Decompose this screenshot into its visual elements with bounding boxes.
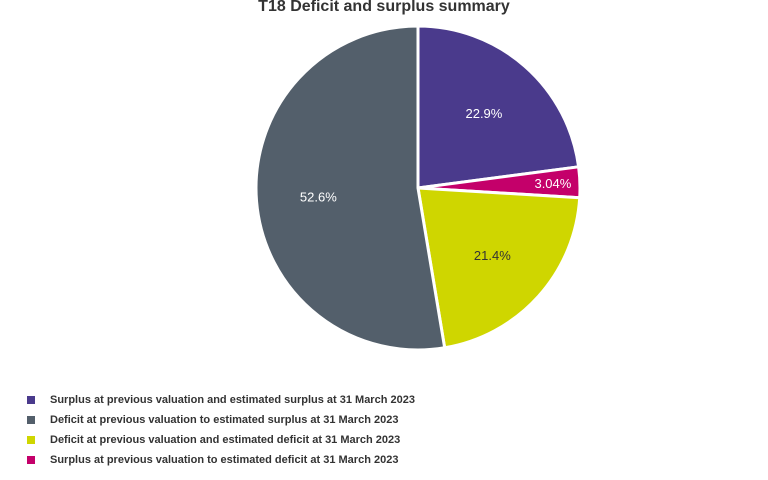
legend-item-3[interactable]: Surplus at previous valuation to estimat… xyxy=(27,450,415,470)
pie-slice-label-2: 21.4% xyxy=(474,248,511,263)
legend-swatch-3 xyxy=(27,456,35,464)
pie-slice-0 xyxy=(416,24,581,190)
pie-chart: 22.9% 3.04% 21.4% 52.6% xyxy=(254,24,582,352)
legend-item-2[interactable]: Deficit at previous valuation and estima… xyxy=(27,430,415,450)
legend-label-1: Deficit at previous valuation to estimat… xyxy=(50,414,399,426)
chart-title: T18 Deficit and surplus summary xyxy=(258,0,510,15)
pie-slice-3 xyxy=(254,24,447,352)
legend-label-3: Surplus at previous valuation to estimat… xyxy=(50,454,399,466)
legend-label-0: Surplus at previous valuation and estima… xyxy=(50,394,415,406)
pie-slices xyxy=(254,24,582,352)
legend-item-1[interactable]: Deficit at previous valuation to estimat… xyxy=(27,410,415,430)
pie-labels: 22.9% 3.04% 21.4% 52.6% xyxy=(300,106,572,263)
legend-swatch-2 xyxy=(27,436,35,444)
legend-label-2: Deficit at previous valuation and estima… xyxy=(50,434,401,446)
legend: Surplus at previous valuation and estima… xyxy=(27,390,415,470)
pie-slice-label-1: 3.04% xyxy=(534,176,571,191)
pie-slice-label-0: 22.9% xyxy=(465,106,502,121)
pie-slice-2 xyxy=(416,186,582,350)
legend-swatch-0 xyxy=(27,396,35,404)
pie-slice-label-3: 52.6% xyxy=(300,189,337,204)
legend-swatch-1 xyxy=(27,416,35,424)
legend-item-0[interactable]: Surplus at previous valuation and estima… xyxy=(27,390,415,410)
